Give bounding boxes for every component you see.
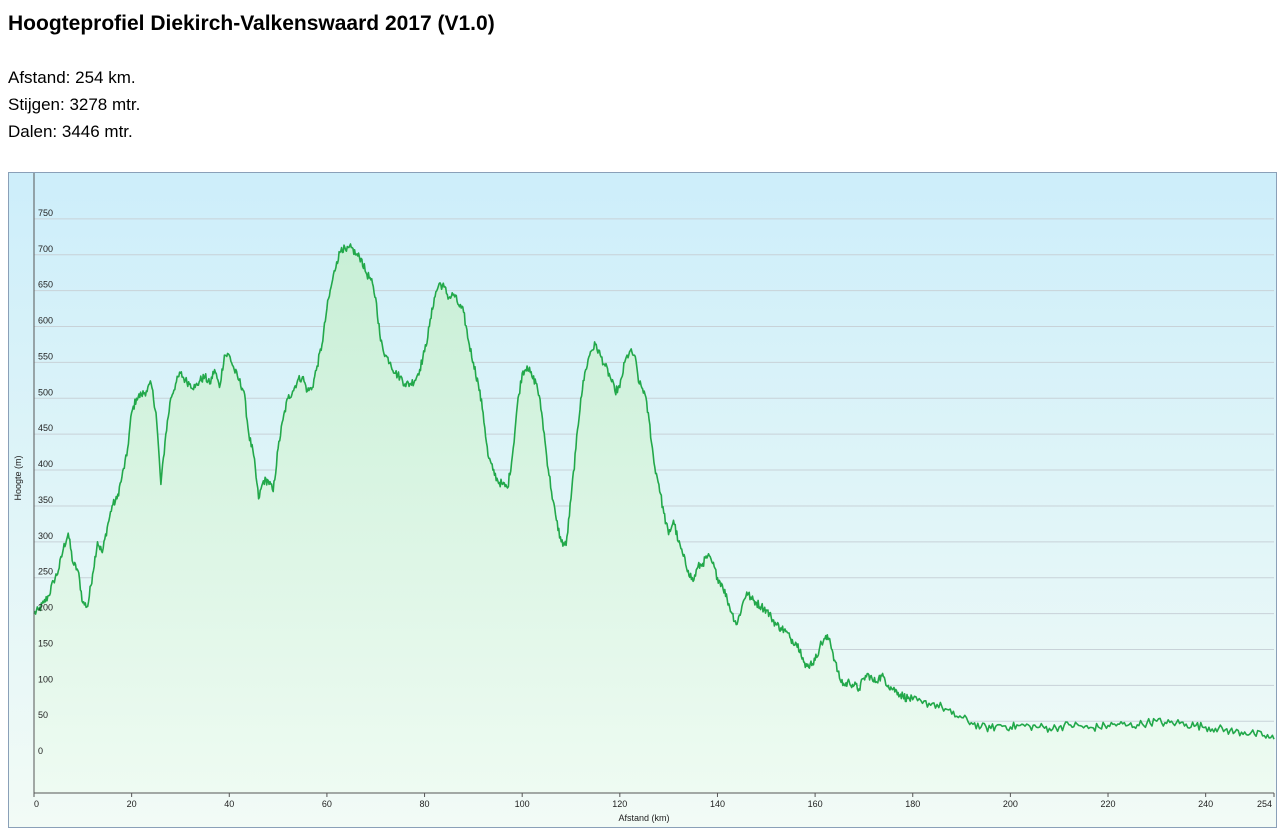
x-tick-label: 60 [322, 799, 332, 809]
y-tick-label: 600 [38, 316, 53, 326]
stat-descent: Dalen: 3446 mtr. [8, 118, 140, 145]
route-stats: Afstand: 254 km. Stijgen: 3278 mtr. Dale… [8, 64, 140, 145]
y-tick-label: 150 [38, 638, 53, 648]
y-tick-label: 450 [38, 423, 53, 433]
y-tick-label: 500 [38, 387, 53, 397]
x-axis-ticks: 0 20 40 60 80 100 120 140 160 180 200 220 240 254 [33, 793, 1275, 809]
stat-descent-label: Dalen: [8, 122, 58, 141]
x-tick-label: 40 [224, 799, 234, 809]
elevation-area [34, 244, 1274, 793]
x-tick-label: 140 [710, 799, 725, 809]
y-tick-label: 100 [38, 674, 53, 684]
stat-distance-label: Afstand: [8, 68, 71, 87]
y-tick-label: 400 [38, 459, 53, 469]
y-axis-title: Hoogte (m) [13, 455, 23, 500]
x-tick-label: 180 [905, 799, 920, 809]
x-tick-label: 100 [515, 799, 530, 809]
x-tick-label: 20 [127, 799, 137, 809]
y-tick-label: 750 [38, 208, 53, 218]
elevation-chart: 0501001502002503003504004505005506006507… [9, 173, 1276, 827]
x-tick-label: 200 [1003, 799, 1018, 809]
elevation-chart-frame: 0 50 100 150 200 250 300 350 400 450 500 550 600 650 7… [8, 172, 1277, 828]
stat-ascent-value: 3278 mtr. [69, 95, 141, 114]
stat-distance: Afstand: 254 km. [8, 64, 140, 91]
y-tick-label: 550 [38, 351, 53, 361]
x-tick-label: 0 [34, 799, 39, 809]
y-tick-label: 250 [38, 567, 53, 577]
y-tick-label: 650 [38, 280, 53, 290]
y-axis-ticks: 0 50 100 150 200 250 300 350 400 450 500 550 600 650 7… [38, 208, 53, 756]
y-tick-label: 700 [38, 244, 53, 254]
y-tick-label: 350 [38, 495, 53, 505]
page-title: Hoogteprofiel Diekirch-Valkenswaard 2017… [8, 12, 495, 35]
x-tick-label: 254 [1257, 799, 1272, 809]
x-axis-title: Afstand (km) [618, 813, 669, 823]
stat-distance-value: 254 km. [75, 68, 136, 87]
stat-descent-value: 3446 mtr. [61, 122, 133, 141]
x-tick-label: 120 [612, 799, 627, 809]
x-tick-label: 240 [1198, 799, 1213, 809]
y-tick-label: 200 [38, 603, 53, 613]
x-tick-label: 80 [420, 799, 430, 809]
y-tick-label: 0 [38, 746, 43, 756]
stat-ascent-label: Stijgen: [8, 95, 65, 114]
elevation-line [33, 243, 1275, 740]
y-tick-label: 300 [38, 531, 53, 541]
x-tick-label: 220 [1101, 799, 1116, 809]
x-tick-label: 160 [808, 799, 823, 809]
y-tick-label: 50 [38, 710, 48, 720]
stat-ascent: Stijgen: 3278 mtr. [8, 91, 140, 118]
